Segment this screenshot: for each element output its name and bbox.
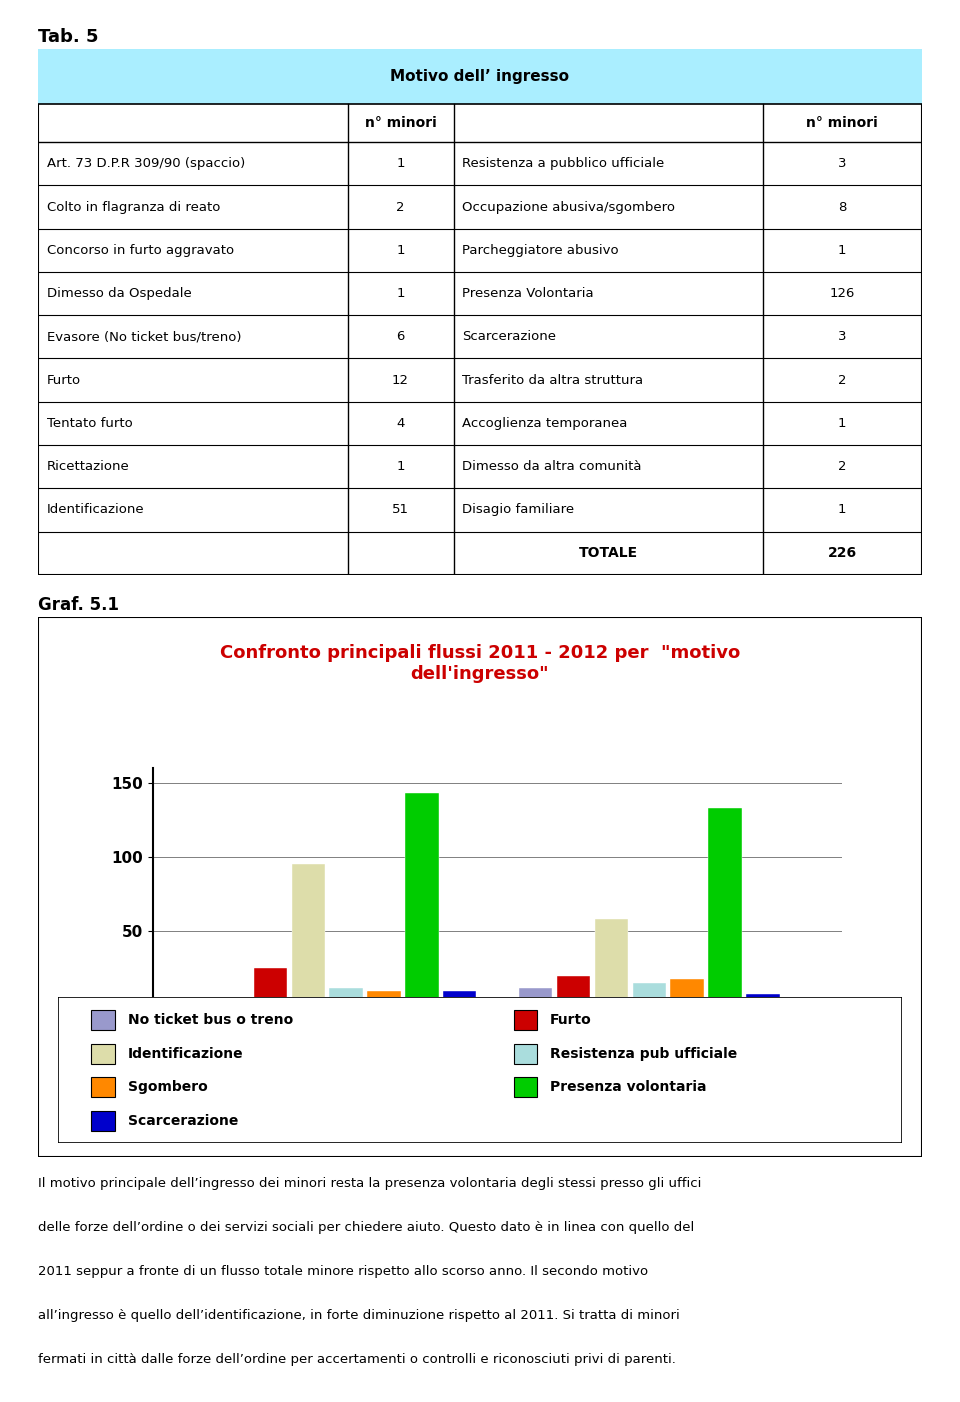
Text: Motivo dell’ ingresso: Motivo dell’ ingresso [391, 69, 569, 84]
FancyBboxPatch shape [514, 1009, 538, 1030]
Text: Colto in flagranza di reato: Colto in flagranza di reato [47, 200, 221, 213]
Text: 1: 1 [838, 416, 847, 430]
Text: Concorso in furto aggravato: Concorso in furto aggravato [47, 244, 234, 257]
FancyBboxPatch shape [91, 1110, 115, 1131]
Text: 6: 6 [396, 331, 405, 343]
Text: 2011 seppur a fronte di un flusso totale minore rispetto allo scorso anno. Il se: 2011 seppur a fronte di un flusso totale… [38, 1265, 649, 1279]
Text: 8: 8 [838, 200, 847, 213]
FancyBboxPatch shape [38, 49, 922, 104]
Text: Resistenza pub ufficiale: Resistenza pub ufficiale [550, 1047, 737, 1061]
Bar [633, 983, 666, 1005]
Bar [670, 979, 704, 1005]
Text: 1: 1 [838, 503, 847, 516]
Text: n° minori: n° minori [365, 116, 437, 130]
Text: Parcheggiatore abusivo: Parcheggiatore abusivo [463, 244, 619, 257]
Text: Scarcerazione: Scarcerazione [128, 1113, 238, 1127]
Text: Scarcerazione: Scarcerazione [463, 331, 557, 343]
Text: 3: 3 [838, 331, 847, 343]
Text: 3: 3 [838, 157, 847, 170]
Bar [216, 997, 249, 1005]
Text: Dimesso da Ospedale: Dimesso da Ospedale [47, 287, 192, 300]
FancyBboxPatch shape [38, 617, 922, 1157]
FancyBboxPatch shape [58, 997, 902, 1143]
Text: all’ingresso è quello dell’identificazione, in forte diminuzione rispetto al 201: all’ingresso è quello dell’identificazio… [38, 1309, 680, 1322]
Text: Evasore (No ticket bus/treno): Evasore (No ticket bus/treno) [47, 331, 242, 343]
Bar [594, 920, 628, 1005]
Text: Sgombero: Sgombero [128, 1081, 207, 1094]
Bar [444, 991, 476, 1005]
Text: 2: 2 [838, 460, 847, 472]
Bar [708, 808, 742, 1005]
Text: Trasferito da altra struttura: Trasferito da altra struttura [463, 373, 643, 387]
Bar [292, 865, 324, 1005]
Text: Tab. 5: Tab. 5 [38, 28, 99, 46]
Text: 1: 1 [396, 244, 405, 257]
Text: Presenza Volontaria: Presenza Volontaria [463, 287, 594, 300]
Text: fermati in città dalle forze dell’ordine per accertamenti o controlli e riconosc: fermati in città dalle forze dell’ordine… [38, 1353, 676, 1366]
Text: Tentato furto: Tentato furto [47, 416, 133, 430]
Text: Occupazione abusiva/sgombero: Occupazione abusiva/sgombero [463, 200, 675, 213]
Text: Presenza volontaria: Presenza volontaria [550, 1081, 707, 1094]
Bar [557, 976, 590, 1005]
Bar [746, 994, 780, 1005]
Text: 4: 4 [396, 416, 405, 430]
Text: n° minori: n° minori [806, 116, 878, 130]
Text: Accoglienza temporanea: Accoglienza temporanea [463, 416, 628, 430]
FancyBboxPatch shape [514, 1077, 538, 1098]
Text: Confronto principali flussi 2011 - 2012 per  "motivo
dell'ingresso": Confronto principali flussi 2011 - 2012 … [220, 644, 740, 683]
Text: 1: 1 [396, 157, 405, 170]
Bar [405, 794, 439, 1005]
Text: Disagio familiare: Disagio familiare [463, 503, 574, 516]
Text: TOTALE: TOTALE [579, 547, 637, 561]
Text: 1: 1 [396, 460, 405, 472]
Text: Il motivo principale dell’ingresso dei minori resta la presenza volontaria degli: Il motivo principale dell’ingresso dei m… [38, 1178, 702, 1190]
Text: 51: 51 [392, 503, 409, 516]
Text: 1: 1 [838, 244, 847, 257]
Text: Art. 73 D.P.R 309/90 (spaccio): Art. 73 D.P.R 309/90 (spaccio) [47, 157, 246, 170]
Text: Furto: Furto [550, 1014, 592, 1028]
Text: Identificazione: Identificazione [47, 503, 145, 516]
Bar [329, 987, 363, 1005]
Text: 226: 226 [828, 547, 856, 561]
Bar [253, 969, 287, 1005]
Bar [519, 987, 552, 1005]
FancyBboxPatch shape [91, 1009, 115, 1030]
Text: Dimesso da altra comunità: Dimesso da altra comunità [463, 460, 642, 472]
Text: 12: 12 [392, 373, 409, 387]
Text: 1: 1 [396, 287, 405, 300]
Text: Graf. 5.1: Graf. 5.1 [38, 596, 119, 614]
Text: No ticket bus o treno: No ticket bus o treno [128, 1014, 293, 1028]
Text: Resistenza a pubblico ufficiale: Resistenza a pubblico ufficiale [463, 157, 664, 170]
Text: 126: 126 [829, 287, 854, 300]
FancyBboxPatch shape [91, 1043, 115, 1064]
Bar [368, 991, 400, 1005]
FancyBboxPatch shape [91, 1077, 115, 1098]
FancyBboxPatch shape [514, 1043, 538, 1064]
Text: Furto: Furto [47, 373, 82, 387]
Text: Ricettazione: Ricettazione [47, 460, 130, 472]
Text: Identificazione: Identificazione [128, 1047, 243, 1061]
Text: 2: 2 [396, 200, 405, 213]
Text: delle forze dell’ordine o dei servizi sociali per chiedere aiuto. Questo dato è : delle forze dell’ordine o dei servizi so… [38, 1221, 695, 1234]
Text: 2: 2 [838, 373, 847, 387]
FancyBboxPatch shape [38, 49, 922, 575]
